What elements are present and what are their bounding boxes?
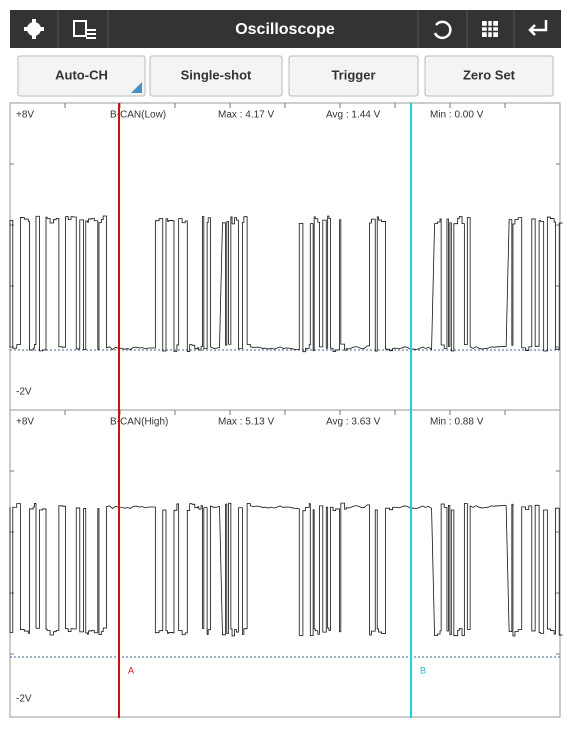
toolbar-title: Oscilloscope — [235, 21, 335, 38]
bottom-label: -2V — [16, 387, 32, 398]
channel-name: B-CAN(High) — [110, 417, 168, 428]
avg-label: Avg : 1.44 V — [326, 110, 381, 121]
waveform — [9, 502, 563, 637]
button[interactable]: Auto-CH — [17, 55, 146, 97]
grid-icon[interactable] — [482, 21, 498, 37]
min-label: Min : 0.88 V — [430, 417, 484, 428]
waveform — [9, 215, 563, 353]
settings-icon[interactable] — [24, 19, 44, 39]
dropdown-marker — [131, 82, 142, 93]
button-frame — [149, 55, 283, 97]
button[interactable]: Trigger — [288, 55, 419, 97]
cursor-a-label: A — [128, 665, 134, 675]
button-label: Single-shot — [181, 67, 252, 82]
avg-label: Avg : 3.63 V — [326, 417, 381, 428]
max-label: Max : 5.13 V — [218, 417, 274, 428]
refresh-icon[interactable] — [433, 20, 452, 40]
back-icon[interactable] — [528, 20, 548, 36]
min-label: Min : 0.00 V — [430, 110, 484, 121]
button-frame — [17, 55, 146, 97]
button-frame — [288, 55, 419, 97]
toolbar-dividers — [57, 10, 515, 48]
toolbar — [10, 10, 561, 48]
cursor-b-label: B — [420, 665, 426, 675]
button-label: Zero Set — [463, 67, 516, 82]
button[interactable]: Zero Set — [424, 55, 554, 97]
bottom-label: -2V — [16, 694, 32, 705]
save-icon[interactable] — [73, 20, 96, 39]
button-frame — [424, 55, 554, 97]
button-label: Trigger — [331, 67, 375, 82]
channel-name: B-CAN(Low) — [110, 110, 166, 121]
top-label: +8V — [16, 110, 34, 121]
button-label: Auto-CH — [55, 67, 108, 82]
button[interactable]: Single-shot — [149, 55, 283, 97]
top-label: +8V — [16, 417, 34, 428]
max-label: Max : 4.17 V — [218, 110, 274, 121]
